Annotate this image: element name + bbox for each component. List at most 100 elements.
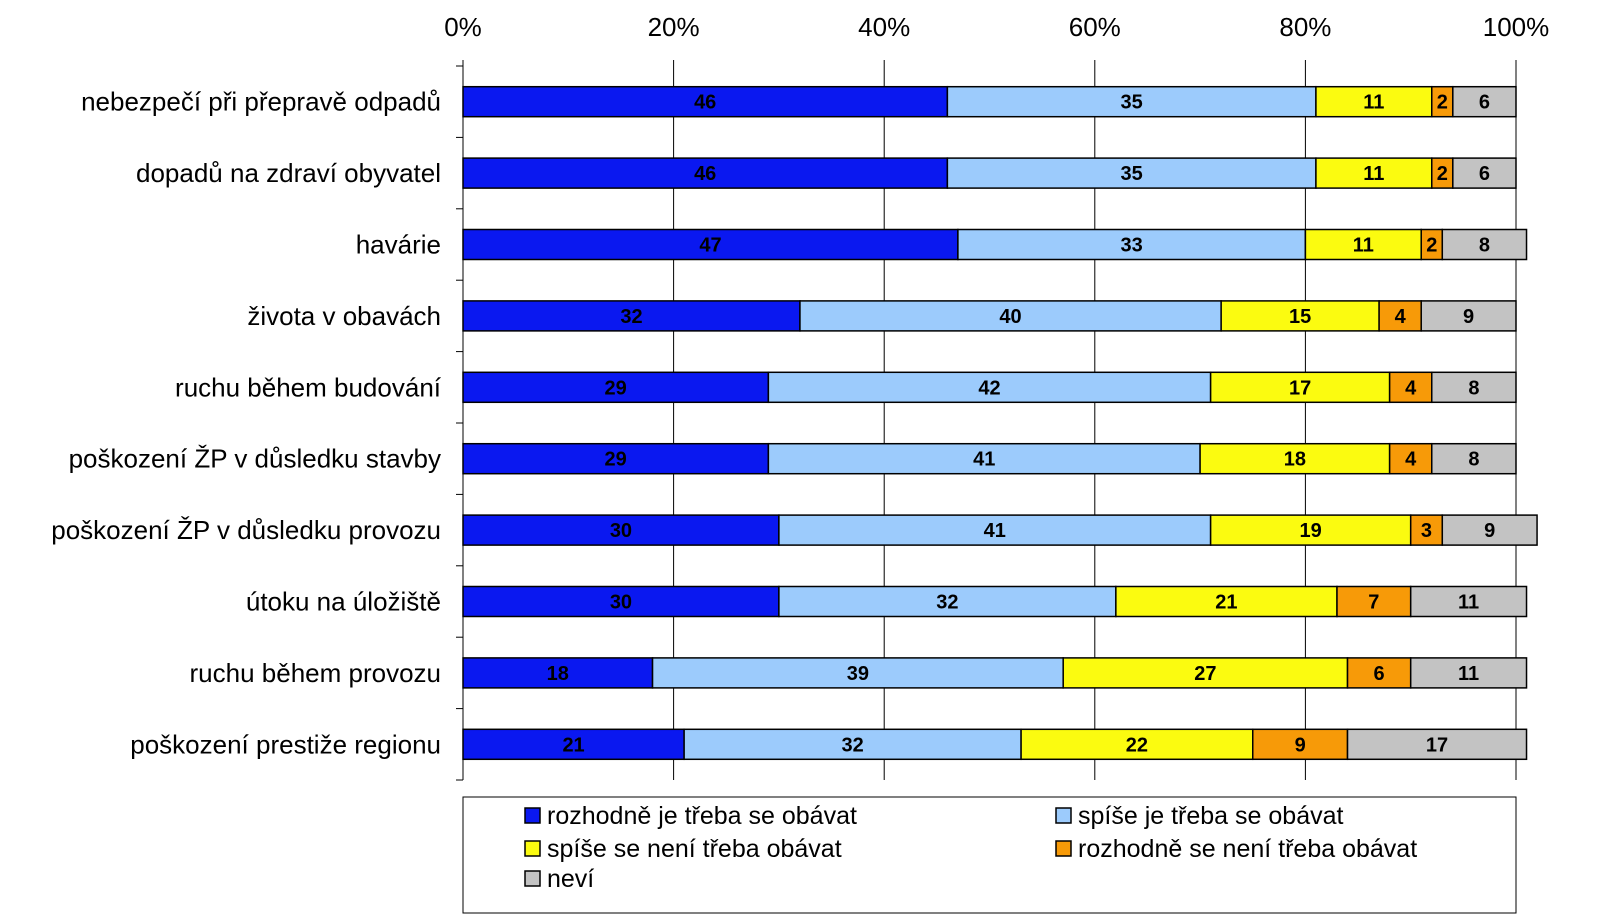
data-label: 19 xyxy=(1300,520,1322,542)
category-labels: nebezpečí při přepravě odpadů dopadů na z… xyxy=(51,87,442,760)
data-label: 21 xyxy=(1215,592,1237,614)
category-label: havárie xyxy=(356,230,441,260)
bar-segment xyxy=(799,300,1222,332)
data-label: 32 xyxy=(936,592,958,614)
bar-segment xyxy=(767,371,1212,404)
bar-segment xyxy=(1346,728,1528,761)
bar-segment xyxy=(1020,728,1254,761)
category-label: útoku na úložiště xyxy=(246,587,441,617)
legend-box xyxy=(462,796,1517,914)
bar-segment xyxy=(462,728,685,761)
data-label: 15 xyxy=(1289,306,1311,328)
bars: 46 35 11 2 646 35 11 2 647 33 11 2 832 40 15 4 929 42 17 4 8… xyxy=(462,85,1538,761)
bar-segment xyxy=(462,514,780,546)
bar-segment xyxy=(767,442,1201,475)
data-label: 11 xyxy=(1458,592,1479,614)
bar-segment xyxy=(1209,514,1412,546)
category-label: poškození ŽP v důsledku provozu xyxy=(51,515,441,545)
bar-segment xyxy=(1441,228,1528,261)
legend-swatch xyxy=(524,840,541,857)
legend-label: neví xyxy=(547,865,594,893)
legend-label: rozhodně je třeba se obávat xyxy=(547,802,857,830)
axes xyxy=(456,60,1517,781)
data-label: 47 xyxy=(699,235,721,257)
bar-segment xyxy=(957,228,1307,261)
legend: rozhodně je třeba se obávat spíše je třeb… xyxy=(462,796,1517,914)
legend-label: spíše se není třeba obávat xyxy=(547,835,842,863)
data-label: 3 xyxy=(1421,520,1432,542)
data-label: 11 xyxy=(1363,163,1384,185)
data-label: 42 xyxy=(978,377,1000,399)
data-label: 39 xyxy=(847,663,869,685)
bar-segment xyxy=(1409,657,1528,689)
bar-segment xyxy=(462,585,780,618)
data-label: 4 xyxy=(1395,306,1407,328)
x-tick-label: 0% xyxy=(444,12,482,42)
data-label: 11 xyxy=(1458,663,1479,685)
category-label: nebezpečí při přepravě odpadů xyxy=(81,87,441,117)
data-label: 33 xyxy=(1121,235,1143,257)
data-label: 41 xyxy=(984,520,1006,542)
x-tick-label: 100% xyxy=(1483,12,1550,42)
data-label: 40 xyxy=(999,306,1021,328)
data-label: 18 xyxy=(547,663,569,685)
legend-label: rozhodně se není třeba obávat xyxy=(1078,835,1417,863)
bar-segment xyxy=(778,514,1212,546)
bar-segment xyxy=(1452,157,1517,189)
bar-segment xyxy=(1346,657,1412,689)
data-label: 8 xyxy=(1479,235,1490,257)
category-label: poškození ŽP v důsledku stavby xyxy=(69,444,441,474)
data-label: 21 xyxy=(562,734,584,756)
data-label: 8 xyxy=(1468,377,1479,399)
bar-segment xyxy=(1431,442,1517,475)
bar-segment xyxy=(1209,371,1391,404)
bar-segment xyxy=(1304,228,1422,261)
bar-segment xyxy=(1315,157,1433,189)
data-label: 17 xyxy=(1289,377,1311,399)
x-tick-label: 60% xyxy=(1069,12,1121,42)
data-label: 41 xyxy=(973,449,995,471)
data-label: 2 xyxy=(1426,235,1437,257)
data-label: 29 xyxy=(605,377,627,399)
data-label: 17 xyxy=(1426,734,1448,756)
data-label: 2 xyxy=(1437,163,1448,185)
data-label: 18 xyxy=(1284,449,1306,471)
data-label: 46 xyxy=(694,163,716,185)
data-label: 11 xyxy=(1363,92,1384,114)
bar-segment xyxy=(1115,585,1338,618)
data-label: 35 xyxy=(1121,92,1143,114)
bar-segment xyxy=(1441,514,1538,546)
bar-segment xyxy=(1431,371,1517,404)
bar-segment xyxy=(1420,300,1517,332)
bar-segment xyxy=(946,157,1317,189)
data-label: 35 xyxy=(1121,163,1143,185)
data-label: 6 xyxy=(1479,92,1490,114)
x-tick-label: 20% xyxy=(648,12,700,42)
data-label: 4 xyxy=(1405,449,1417,471)
legend-label: spíše je třeba se obávat xyxy=(1078,802,1343,830)
data-label: 32 xyxy=(620,306,642,328)
data-label: 2 xyxy=(1437,92,1448,114)
legend-swatch xyxy=(524,870,541,887)
legend-swatch xyxy=(1055,807,1072,824)
x-axis-tick-labels: 0% 20% 40% 60% 80% 100% xyxy=(444,12,1549,42)
data-label: 4 xyxy=(1405,377,1417,399)
data-label: 29 xyxy=(605,449,627,471)
category-label: poškození prestiže regionu xyxy=(130,729,441,759)
bar-segment xyxy=(1336,585,1412,618)
bar-segment xyxy=(462,657,654,689)
data-label: 30 xyxy=(610,520,632,542)
category-label: dopadů na zdraví obyvatel xyxy=(136,158,441,188)
category-label: života v obavách xyxy=(247,301,441,331)
bar-segment xyxy=(462,85,949,118)
data-label: 46 xyxy=(694,92,716,114)
category-label: ruchu během provozu xyxy=(190,658,441,688)
bar-segment xyxy=(462,228,959,261)
data-label: 11 xyxy=(1353,235,1374,257)
legend-swatch xyxy=(524,807,541,824)
data-label: 32 xyxy=(841,734,863,756)
bar-segment xyxy=(462,157,949,189)
x-tick-label: 80% xyxy=(1279,12,1331,42)
bar-segment xyxy=(1388,371,1433,404)
